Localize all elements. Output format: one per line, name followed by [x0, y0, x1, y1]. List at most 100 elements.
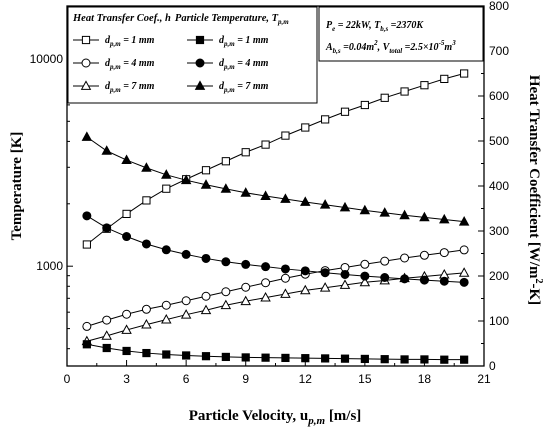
data-point	[339, 201, 351, 212]
y2-tick-label: 100	[489, 314, 509, 328]
x-tick-label: 0	[64, 372, 71, 386]
data-point	[82, 340, 91, 349]
legend-marker	[195, 58, 205, 68]
data-point	[121, 154, 132, 164]
data-point	[300, 284, 311, 295]
data-point	[458, 267, 470, 277]
data-point	[281, 131, 290, 140]
legend-marker	[81, 58, 91, 68]
data-point	[320, 268, 330, 278]
data-point	[400, 355, 409, 364]
data-point	[440, 355, 449, 364]
data-point	[460, 355, 469, 364]
data-point	[201, 253, 211, 263]
data-point	[380, 93, 389, 102]
y-tick-label: 1000	[36, 259, 63, 273]
data-point	[141, 162, 152, 172]
data-point	[300, 266, 310, 276]
data-point	[220, 183, 232, 193]
data-point	[459, 245, 469, 255]
y2-tick-label: 500	[489, 134, 509, 148]
data-point	[82, 321, 92, 331]
y2-tick-label: 0	[489, 359, 496, 373]
info-line-power: Pe = 22kW, Tb,s =2370K	[326, 20, 424, 33]
data-point	[339, 279, 351, 289]
data-point	[340, 269, 350, 279]
y-axis-title: Temperature [K]	[9, 132, 25, 241]
x-tick-label: 15	[358, 372, 372, 386]
data-point	[261, 278, 271, 288]
y-axis-right: 0 100 200 300 400 500 600 700 800	[478, 0, 509, 373]
data-point	[161, 300, 171, 310]
y2-tick-label: 700	[489, 44, 509, 58]
data-point	[280, 193, 291, 203]
data-point	[182, 351, 191, 360]
data-point	[201, 291, 211, 301]
y2-axis-title: Heat Transfer Coefficient [W/m2-K]	[526, 75, 544, 305]
series-layer	[81, 69, 470, 364]
data-point	[439, 276, 449, 286]
data-point	[201, 166, 211, 175]
data-point	[221, 287, 231, 297]
legend: Heat Transfer Coef., h Particle Temperatu…	[67, 6, 318, 104]
data-point	[241, 259, 251, 269]
data-point	[380, 256, 390, 266]
data-point	[400, 253, 410, 263]
legend-label: dp,m = 7 mm	[219, 81, 269, 94]
data-point	[162, 184, 171, 193]
data-point	[161, 169, 172, 179]
data-point	[319, 199, 331, 209]
data-point	[180, 174, 192, 185]
legend-entries: dp,m = 1 mm dp,m = 4 mm dp,m = 7 mm dp,m = …	[73, 35, 269, 94]
data-point	[220, 299, 232, 310]
y2-tick-label: 300	[489, 224, 509, 238]
data-point	[102, 223, 112, 233]
data-point	[439, 248, 449, 258]
data-point	[241, 282, 251, 292]
data-point	[321, 115, 330, 124]
data-point	[261, 262, 271, 272]
legend-label: dp,m = 1 mm	[105, 35, 155, 48]
data-point	[419, 211, 430, 222]
data-point	[281, 353, 290, 363]
data-point	[360, 259, 370, 269]
data-point	[460, 69, 469, 78]
data-point	[102, 315, 112, 325]
data-point	[141, 239, 151, 249]
data-point	[399, 209, 410, 220]
data-point	[360, 100, 369, 110]
data-point	[82, 211, 92, 221]
x-tick-label: 12	[299, 372, 313, 386]
legend-label: dp,m = 1 mm	[219, 35, 269, 48]
data-point	[300, 196, 311, 206]
y2-tick-label: 200	[489, 269, 509, 283]
data-point	[121, 324, 132, 334]
data-point	[180, 309, 192, 319]
info-box: Pe = 22kW, Tb,s =2370K Ab,s =0.04m2, Vto…	[318, 6, 484, 62]
data-point	[221, 352, 230, 362]
data-point	[420, 81, 429, 90]
legend-marker	[81, 35, 91, 45]
data-point	[161, 245, 171, 255]
data-point	[419, 275, 429, 285]
data-point	[280, 288, 291, 298]
data-point	[200, 179, 212, 189]
data-point	[380, 272, 390, 282]
data-point	[400, 87, 409, 96]
y2-tick-label: 600	[489, 89, 509, 103]
data-point	[280, 264, 290, 274]
data-point	[141, 304, 151, 314]
data-point	[181, 249, 191, 259]
x-tick-label: 3	[123, 372, 130, 386]
x-tick-label: 6	[183, 372, 190, 386]
data-point	[201, 352, 211, 361]
data-point	[260, 291, 271, 302]
data-point	[380, 355, 389, 364]
legend-label: dp,m = 4 mm	[105, 58, 155, 71]
data-point	[440, 74, 449, 84]
y-tick-label: 10000	[30, 52, 64, 66]
data-point	[260, 190, 271, 200]
data-point	[340, 107, 350, 116]
data-point	[200, 304, 212, 315]
